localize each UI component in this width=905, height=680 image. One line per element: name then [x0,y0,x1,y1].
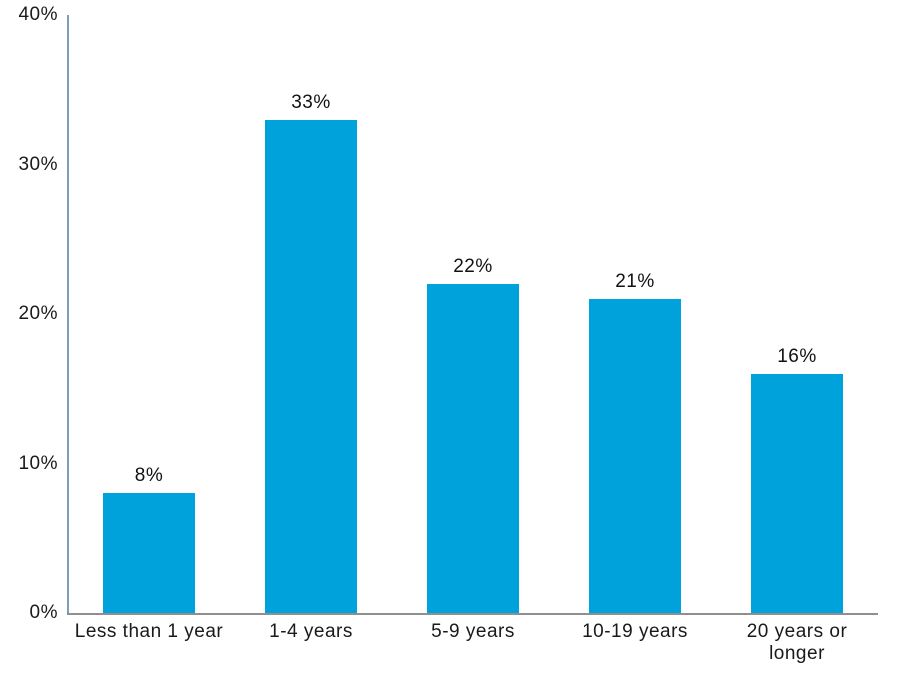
x-category-label: 5-9 years [431,621,515,642]
x-category-label: 20 years or longer [746,621,848,665]
x-category-label: Less than 1 year [74,621,224,642]
y-tick-label: 30% [18,153,58,175]
y-axis-tick-labels: 40% 30% 20% 10% 0% [0,4,58,623]
bar-value-label: 16% [777,345,817,367]
y-tick-label: 10% [18,452,58,474]
x-category-label: 10-19 years [582,621,688,642]
plot-area: 8% 33% 22% 21% 16% [68,15,878,613]
bar [589,299,681,613]
bar-group: 21% [554,15,716,613]
bar [751,373,843,613]
bar [427,284,519,613]
bar-value-label: 21% [615,271,655,293]
y-axis-line [67,15,69,615]
y-tick-label: 0% [29,602,58,623]
y-tick-label: 20% [18,303,58,324]
bar-group: 22% [392,15,554,613]
x-axis-category-labels: Less than 1 year 1-4 years 5-9 years 10-… [68,621,878,666]
y-tick-label: 40% [18,4,58,25]
bar [265,119,357,613]
bar [103,493,195,613]
bar-group: 33% [230,15,392,613]
bar-value-label: 22% [453,256,493,278]
x-axis-line [67,613,878,615]
bar-value-label: 33% [291,91,331,113]
bar-value-label: 8% [134,465,164,487]
x-category-label: 1-4 years [269,621,353,642]
bar-group: 8% [68,15,230,613]
bar-group: 16% [716,15,878,613]
